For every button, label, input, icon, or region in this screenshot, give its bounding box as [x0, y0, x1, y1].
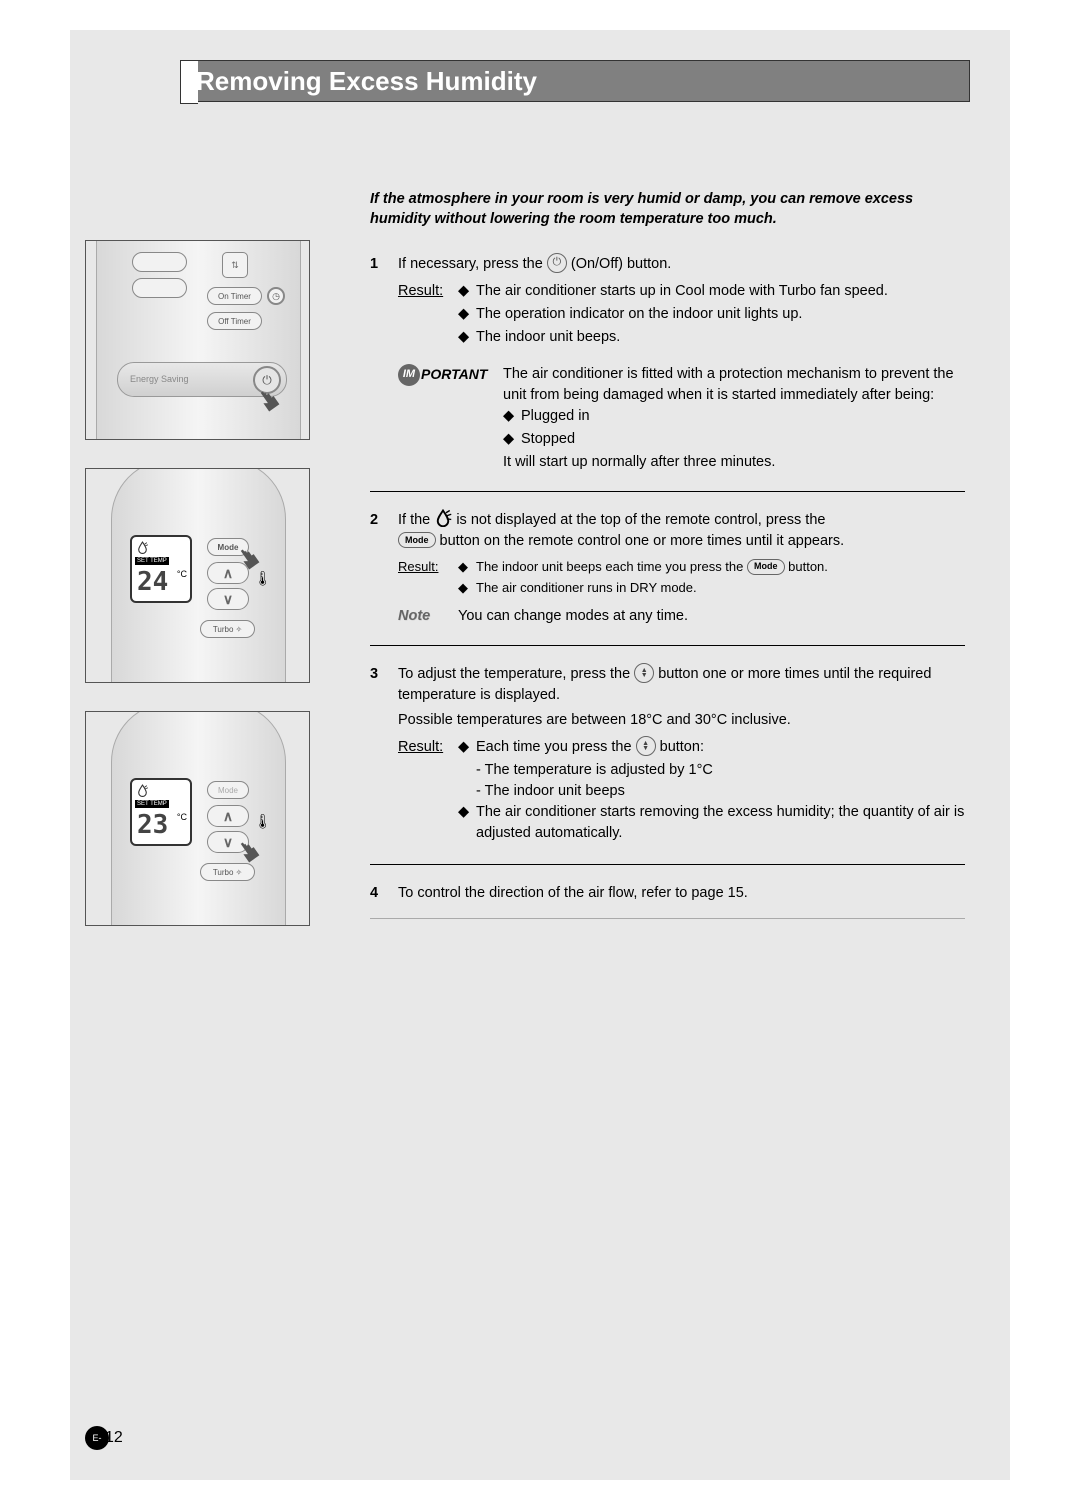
mode-button-label: Mode: [218, 786, 238, 795]
remote-illustrations: ⇅ On Timer ◷ Off Timer Energy Saving ⏻: [85, 240, 335, 954]
bullet-icon: [503, 406, 521, 427]
dash-item: The indoor unit beeps: [458, 781, 965, 802]
page-title: Removing Excess Humidity: [181, 66, 537, 97]
step1-text-b: (On/Off) button.: [571, 256, 671, 272]
mode-inline-icon: Mode: [398, 532, 436, 548]
step-number: 4: [370, 883, 398, 904]
step2-text-b: is not displayed at the top of the remot…: [456, 512, 825, 528]
step4-text: To control the direction of the air flow…: [398, 883, 965, 904]
dash-item: The temperature is adjusted by 1°C: [458, 760, 965, 781]
turbo-button-label: Turbo: [213, 868, 234, 877]
result-item: button:: [660, 739, 704, 755]
page-background: Removing Excess Humidity ⇅ On Timer ◷ Of…: [70, 30, 1010, 1480]
important-prefix: IM: [398, 364, 420, 386]
step-2: 2 If the is not displayed at the top of …: [370, 510, 965, 627]
dry-icon: [136, 541, 149, 557]
step3-text-a: To adjust the temperature, press the: [398, 666, 630, 682]
bullet-icon: [458, 304, 476, 325]
lcd-unit: °C: [177, 812, 187, 822]
divider: [370, 491, 965, 492]
result-item: The indoor unit beeps each time you pres…: [476, 559, 743, 574]
set-temp-label: SET TEMP: [135, 557, 169, 565]
important-badge: IMPORTANT: [398, 364, 503, 473]
intro-text: If the atmosphere in your room is very h…: [370, 190, 965, 229]
turbo-button-label: Turbo: [213, 625, 234, 634]
mode-inline-icon: Mode: [747, 559, 785, 575]
result-item: The operation indicator on the indoor un…: [476, 304, 802, 325]
swing-icon: ⇅: [231, 260, 239, 271]
bullet-icon: [458, 579, 476, 598]
on-timer-label: On Timer: [218, 292, 251, 301]
important-text: The air conditioner is fitted with a pro…: [503, 364, 965, 406]
step-1: 1 If necessary, press the ⏻ (On/Off) but…: [370, 254, 965, 473]
result-label: Result:: [398, 558, 458, 600]
important-bullet: Stopped: [521, 429, 575, 450]
bullet-icon: [458, 802, 476, 844]
off-timer-label: Off Timer: [218, 317, 251, 326]
result-label: Result:: [398, 281, 458, 350]
set-temp-label: SET TEMP: [135, 800, 169, 808]
updown-inline-icon: ▲▼: [636, 736, 656, 756]
step2-text-a: If the: [398, 512, 430, 528]
up-arrow-icon: ∧: [223, 808, 233, 825]
bullet-icon: [458, 558, 476, 577]
bullet-icon: [458, 327, 476, 348]
divider-light: [370, 918, 965, 919]
step-number: 3: [370, 664, 398, 846]
result-item: The indoor unit beeps.: [476, 327, 620, 348]
step1-text-a: If necessary, press the: [398, 256, 543, 272]
section-header: Removing Excess Humidity: [180, 60, 970, 102]
lcd-temperature: 24: [137, 567, 168, 597]
updown-inline-icon: ▲▼: [634, 663, 654, 683]
note-text: You can change modes at any time.: [458, 606, 688, 627]
step3-text-c: Possible temperatures are between 18°C a…: [398, 710, 965, 731]
bullet-icon: [458, 737, 476, 758]
energy-saving-label: Energy Saving: [130, 374, 189, 384]
page-number-value: 12: [105, 1429, 123, 1447]
page-number: E- 12: [85, 1426, 123, 1450]
result-label: Result:: [398, 737, 458, 846]
lcd-unit: °C: [177, 569, 187, 579]
important-after: It will start up normally after three mi…: [503, 452, 965, 473]
remote-illustration-1: ⇅ On Timer ◷ Off Timer Energy Saving ⏻: [85, 240, 310, 440]
note-label: Note: [398, 606, 458, 627]
step2-text-c: button on the remote control one or more…: [440, 533, 845, 549]
page-prefix: E-: [93, 1433, 102, 1443]
important-suffix: PORTANT: [421, 364, 487, 384]
content-column: If the atmosphere in your room is very h…: [370, 190, 965, 919]
result-item: The air conditioner runs in DRY mode.: [476, 579, 697, 598]
bullet-icon: [458, 281, 476, 302]
remote-illustration-2: SET TEMP 24 °C Mode ∧ ∨ 🌡 Turbo ✧: [85, 468, 310, 683]
up-arrow-icon: ∧: [223, 565, 233, 582]
result-item: button.: [788, 559, 828, 574]
step-4: 4 To control the direction of the air fl…: [370, 883, 965, 904]
result-item: The air conditioner starts removing the …: [476, 802, 965, 844]
power-inline-icon: ⏻: [547, 253, 567, 273]
divider: [370, 864, 965, 865]
result-item: Each time you press the: [476, 739, 632, 755]
down-arrow-icon: ∨: [223, 591, 233, 608]
step-number: 1: [370, 254, 398, 473]
step-3: 3 To adjust the temperature, press the ▲…: [370, 664, 965, 846]
dry-inline-icon: [434, 509, 452, 527]
result-item: The air conditioner starts up in Cool mo…: [476, 281, 888, 302]
lcd-temperature: 23: [137, 810, 168, 840]
clock-icon: ◷: [272, 291, 280, 302]
important-bullet: Plugged in: [521, 406, 590, 427]
header-tab: [180, 60, 198, 104]
bullet-icon: [503, 429, 521, 450]
step-number: 2: [370, 510, 398, 627]
thermometer-icon: 🌡: [254, 813, 272, 830]
divider: [370, 645, 965, 646]
remote-illustration-3: SET TEMP 23 °C Mode ∧ ∨ 🌡 Turbo ✧: [85, 711, 310, 926]
